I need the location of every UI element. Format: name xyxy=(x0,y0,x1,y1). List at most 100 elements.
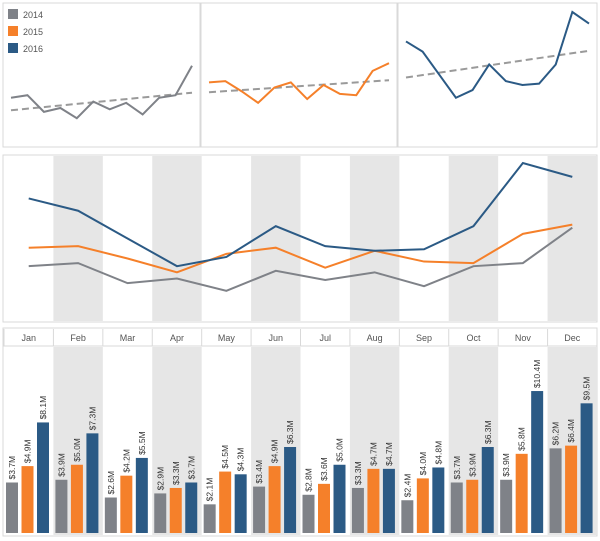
month-label-Nov: Nov xyxy=(515,333,532,343)
bar-label-2016-Oct: $6.3M xyxy=(483,420,493,444)
line-2014 xyxy=(10,65,193,120)
bar-label-2015-Sep: $4.0M xyxy=(418,452,428,476)
legend-swatch-2014 xyxy=(8,9,18,19)
bar-label-2016-Jul: $5.0M xyxy=(335,438,345,462)
month-label-May: May xyxy=(218,333,236,343)
bar-label-2015-Oct: $3.9M xyxy=(467,453,477,477)
bar-2016-Oct xyxy=(481,447,494,533)
bar-2014-Aug xyxy=(351,487,364,533)
month-band-Feb xyxy=(53,156,103,321)
bar-2014-Jun xyxy=(253,486,266,533)
bar-2016-Jun xyxy=(284,447,297,533)
month-label-Jan: Jan xyxy=(21,333,36,343)
month-band-Jun xyxy=(251,156,301,321)
bar-label-2014-May: $2.1M xyxy=(205,478,215,502)
bar-2016-Apr xyxy=(185,482,198,533)
month-band-Dec xyxy=(547,156,597,321)
bar-2014-Oct xyxy=(450,482,463,533)
bar-label-2014-Aug: $3.3M xyxy=(353,461,363,485)
bar-2014-Sep xyxy=(401,500,414,533)
month-band-Aug xyxy=(349,156,400,321)
combined-line-2014 xyxy=(28,226,573,292)
bar-label-2015-Jan: $4.9M xyxy=(23,439,33,463)
bar-label-2014-Jun: $3.4M xyxy=(254,460,264,484)
trend-line-2015 xyxy=(208,79,390,94)
bar-label-2015-Feb: $5.0M xyxy=(72,438,82,462)
small-multiple-panel-2015 xyxy=(200,2,398,148)
bar-label-2016-Mar: $5.5M xyxy=(137,431,147,455)
combined-line-2015 xyxy=(28,223,573,274)
bar-label-2015-Jun: $4.9M xyxy=(270,439,280,463)
bar-label-2016-Aug: $4.7M xyxy=(384,442,394,466)
month-label-Dec: Dec xyxy=(564,333,581,343)
month-label-Jul: Jul xyxy=(319,333,331,343)
line-2016 xyxy=(405,10,590,100)
bar-2014-Jul xyxy=(302,494,315,533)
bar-label-2015-May: $4.5M xyxy=(220,445,230,469)
month-label-Aug: Aug xyxy=(367,333,383,343)
bar-label-2015-Apr: $3.3M xyxy=(171,461,181,485)
bar-label-2016-Apr: $3.7M xyxy=(186,456,196,480)
bar-label-2016-Feb: $7.3M xyxy=(87,407,97,431)
bar-2016-Feb xyxy=(86,433,99,533)
bar-label-2014-Sep: $2.4M xyxy=(402,474,412,498)
bar-2014-Jan xyxy=(6,482,18,533)
month-label-Jun: Jun xyxy=(269,333,284,343)
bar-2014-Dec xyxy=(549,448,562,533)
bar-label-2014-Jan: $3.7M xyxy=(7,456,17,480)
bar-2016-Jul xyxy=(333,464,346,533)
bar-2015-May xyxy=(219,471,232,533)
bar-label-2014-Jul: $2.8M xyxy=(304,468,314,492)
bar-label-2015-Jul: $3.6M xyxy=(319,457,329,481)
bar-2016-May xyxy=(234,474,247,533)
month-label-Sep: Sep xyxy=(416,333,432,343)
bar-label-2015-Nov: $5.8M xyxy=(517,427,527,451)
bar-2015-Nov xyxy=(515,453,528,533)
month-label-Apr: Apr xyxy=(170,333,184,343)
bar-label-2015-Dec: $6.4M xyxy=(566,419,576,443)
bar-label-2014-Dec: $6.2M xyxy=(551,422,561,446)
bar-label-2015-Aug: $4.7M xyxy=(368,442,378,466)
bar-2016-Jan xyxy=(37,422,49,533)
month-label-Mar: Mar xyxy=(120,333,136,343)
bar-2015-Oct xyxy=(466,479,479,533)
combined-line-2016 xyxy=(28,161,573,268)
trend-line-2014 xyxy=(10,91,193,112)
bar-label-2014-Mar: $2.6M xyxy=(106,471,116,495)
bar-label-2016-Sep: $4.8M xyxy=(433,441,443,465)
bar-label-2014-Oct: $3.7M xyxy=(452,456,462,480)
bar-2014-Nov xyxy=(500,479,513,533)
bar-label-2016-Dec: $9.5M xyxy=(582,377,592,401)
bar-2016-Sep xyxy=(432,467,445,533)
bar-2016-Dec xyxy=(580,403,593,533)
bar-2014-Mar xyxy=(104,497,117,533)
small-multiple-panel-2016 xyxy=(397,2,598,148)
bar-label-2016-Jan: $8.1M xyxy=(38,396,48,420)
bar-2014-Feb xyxy=(55,479,68,533)
bar-label-2014-Nov: $3.9M xyxy=(501,453,511,477)
month-label-Feb: Feb xyxy=(70,333,86,343)
month-band-Oct xyxy=(448,156,499,321)
legend-label-2015: 2015 xyxy=(23,27,43,37)
small-multiple-panel-2014 xyxy=(2,2,201,148)
bar-2015-Jun xyxy=(268,466,281,533)
line-2015 xyxy=(208,62,390,105)
legend-label-2014: 2014 xyxy=(23,10,43,20)
bar-label-2016-Nov: $10.4M xyxy=(532,360,542,388)
bar-2015-Jul xyxy=(318,483,330,533)
bar-2016-Nov xyxy=(531,391,544,533)
bar-2014-May xyxy=(203,504,216,533)
bar-2015-Mar xyxy=(120,475,133,533)
legend-swatch-2015 xyxy=(8,26,18,36)
bar-label-2014-Feb: $3.9M xyxy=(56,453,66,477)
bar-2015-Feb xyxy=(70,464,83,533)
legend-label-2016: 2016 xyxy=(23,44,43,54)
bar-2015-Dec xyxy=(565,445,578,533)
bar-2015-Aug xyxy=(367,468,380,533)
bar-2016-Aug xyxy=(382,468,395,533)
bar-2015-Apr xyxy=(169,487,182,533)
bar-2015-Jan xyxy=(21,466,34,533)
bar-2016-Mar xyxy=(135,457,148,533)
bar-2015-Sep xyxy=(416,478,429,533)
bar-label-2016-Jun: $6.3M xyxy=(285,420,295,444)
